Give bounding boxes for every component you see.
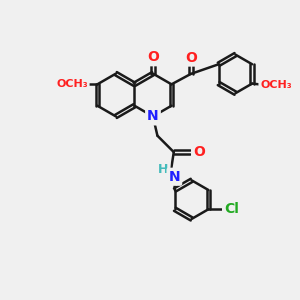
- Text: Cl: Cl: [224, 202, 239, 216]
- Text: N: N: [169, 170, 180, 184]
- Text: OCH₃: OCH₃: [260, 80, 292, 90]
- Text: O: O: [147, 50, 159, 64]
- Text: N: N: [147, 110, 159, 123]
- Text: H: H: [158, 163, 169, 176]
- Text: O: O: [185, 51, 197, 64]
- Text: O: O: [193, 145, 205, 159]
- Text: OCH₃: OCH₃: [56, 79, 88, 89]
